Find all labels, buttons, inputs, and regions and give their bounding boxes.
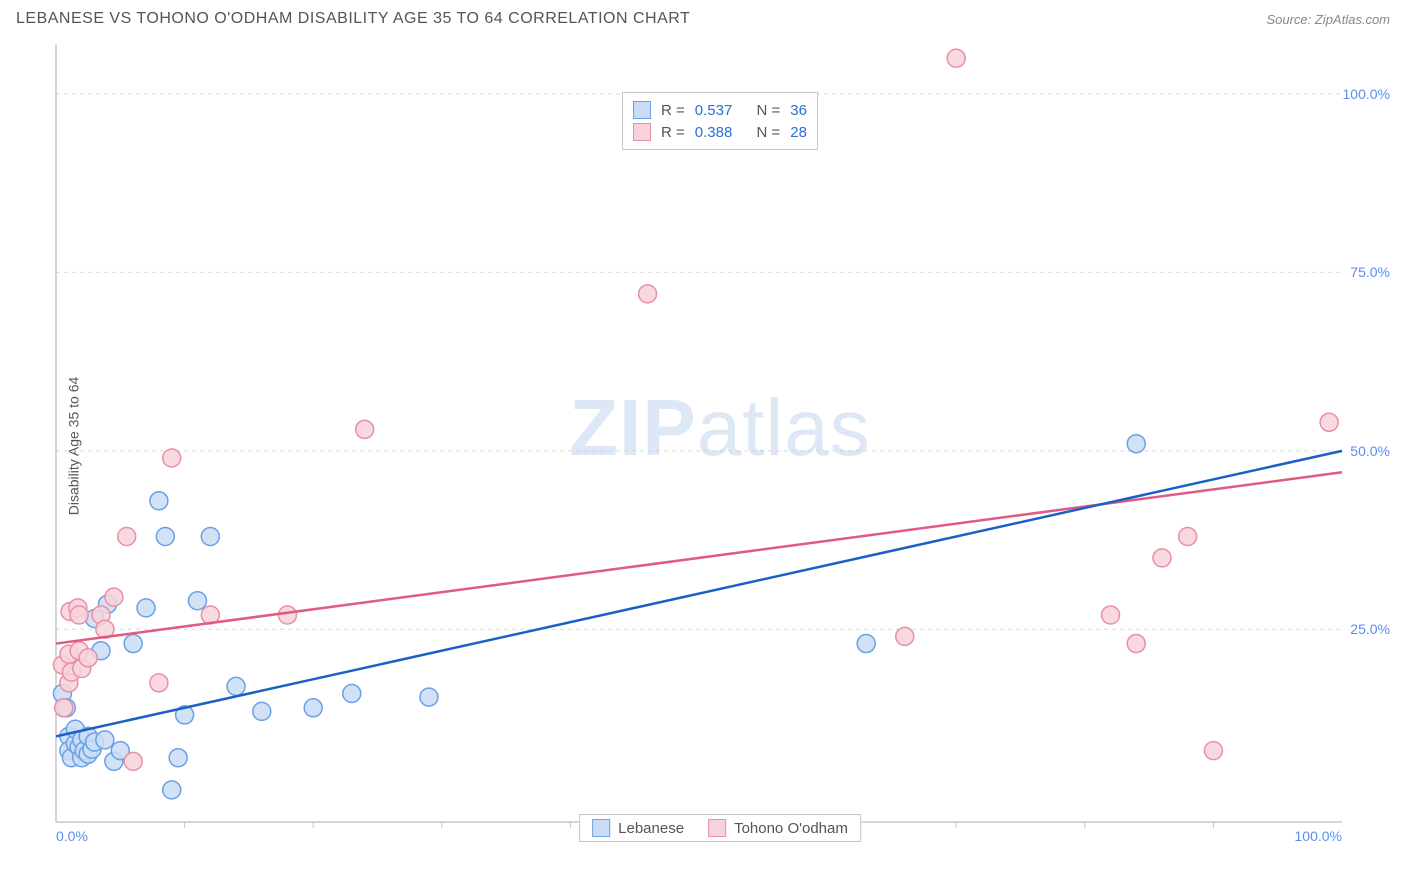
- stats-row-tohono: R = 0.388 N = 28: [633, 121, 807, 143]
- lebanese-swatch: [633, 101, 651, 119]
- r-label-2: R =: [661, 124, 685, 141]
- x-tick-label: 100.0%: [1295, 828, 1342, 844]
- stats-row-lebanese: R = 0.537 N = 36: [633, 99, 807, 121]
- y-tick-label: 100.0%: [1343, 86, 1390, 102]
- y-tick-label: 75.0%: [1350, 264, 1390, 280]
- tohono-legend-label: Tohono O'odham: [734, 820, 848, 837]
- y-tick-label: 25.0%: [1350, 621, 1390, 637]
- y-tick-label: 50.0%: [1350, 443, 1390, 459]
- r-label: R =: [661, 102, 685, 119]
- lebanese-legend-label: Lebanese: [618, 820, 684, 837]
- tohono-swatch-2: [708, 819, 726, 837]
- lebanese-swatch-2: [592, 819, 610, 837]
- lebanese-n-value: 36: [790, 102, 807, 119]
- legend-item-tohono: Tohono O'odham: [708, 819, 848, 837]
- scatter-plot-svg: [50, 44, 1390, 844]
- series-legend: Lebanese Tohono O'odham: [579, 814, 861, 842]
- tohono-n-value: 28: [790, 124, 807, 141]
- tohono-swatch: [633, 123, 651, 141]
- n-label: N =: [757, 102, 781, 119]
- chart-title: LEBANESE VS TOHONO O'ODHAM DISABILITY AG…: [16, 10, 690, 28]
- lebanese-r-value: 0.537: [695, 102, 733, 119]
- stats-legend-box: R = 0.537 N = 36 R = 0.388 N = 28: [622, 92, 818, 150]
- x-tick-label: 0.0%: [56, 828, 88, 844]
- n-label-2: N =: [757, 124, 781, 141]
- tohono-r-value: 0.388: [695, 124, 733, 141]
- plot-area: ZIPatlas R = 0.537 N = 36 R = 0.388 N = …: [50, 44, 1390, 844]
- legend-item-lebanese: Lebanese: [592, 819, 684, 837]
- source-attribution: Source: ZipAtlas.com: [1266, 12, 1390, 27]
